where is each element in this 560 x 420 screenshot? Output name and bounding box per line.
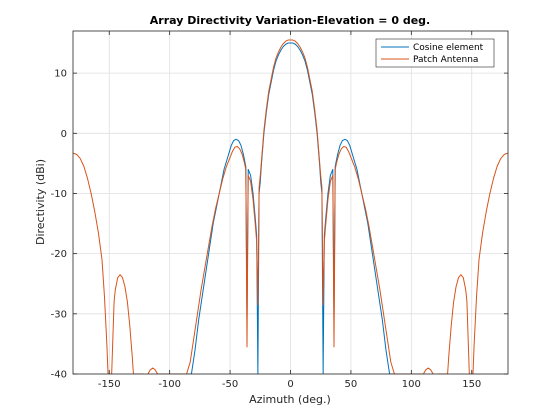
y-tick-label: 0 xyxy=(61,129,67,140)
chart-title: Array Directivity Variation-Elevation = … xyxy=(150,14,430,27)
y-axis-label: Directivity (dBi) xyxy=(34,159,47,245)
series-line-cosine-element xyxy=(181,42,400,374)
y-tick-label: -10 xyxy=(51,189,67,200)
x-axis-label: Azimuth (deg.) xyxy=(249,393,331,406)
y-tick-label: -30 xyxy=(51,309,67,320)
legend-label-patch-antenna: Patch Antenna xyxy=(413,55,478,65)
y-tick-label: -20 xyxy=(51,249,67,260)
x-tick-label: 50 xyxy=(345,379,358,390)
legend-label-cosine-element: Cosine element xyxy=(413,43,484,53)
y-tick-label: 10 xyxy=(54,69,67,80)
legend-box xyxy=(375,38,495,68)
x-tick-label: 150 xyxy=(462,379,481,390)
legend: Cosine element Patch Antenna xyxy=(375,38,495,68)
x-tick-label: -50 xyxy=(222,379,238,390)
series-line-patch-antenna xyxy=(73,39,508,374)
x-tick-label: -100 xyxy=(158,379,181,390)
x-tick-label: 100 xyxy=(402,379,421,390)
series-layer xyxy=(73,39,508,374)
x-tick-label: -150 xyxy=(98,379,121,390)
y-tick-label: -40 xyxy=(51,370,67,381)
x-tick-label: 0 xyxy=(287,379,293,390)
